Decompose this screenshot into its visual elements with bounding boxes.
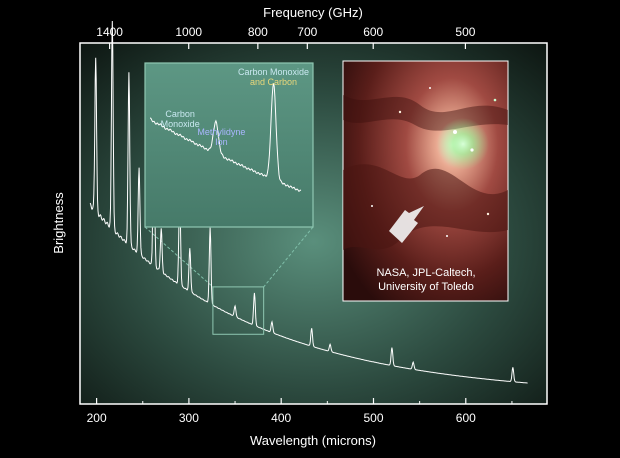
x2-tick-label: 600 xyxy=(363,25,383,39)
star xyxy=(453,130,457,134)
x2-axis-ticks: 1400 1000 800 700 600 500 xyxy=(96,25,476,49)
inset-annotation: Ion xyxy=(215,137,228,147)
x-tick-label: 300 xyxy=(179,411,199,425)
arrow-icon xyxy=(389,206,424,243)
star xyxy=(371,205,373,207)
star xyxy=(493,98,497,102)
zoom-connector-lines xyxy=(144,226,314,288)
inset-annotation: Methylidyne xyxy=(197,127,245,137)
x2-tick-label: 1000 xyxy=(175,25,202,39)
plot-frame xyxy=(79,42,548,405)
photo-credit: NASA, JPL-Caltech, University of Toledo xyxy=(346,266,506,294)
x2-tick-label: 700 xyxy=(297,25,317,39)
x-tick-label: 600 xyxy=(456,411,476,425)
zoom-line-left xyxy=(144,226,214,288)
x-tick-label: 500 xyxy=(363,411,383,425)
x2-axis-label: Frequency (GHz) xyxy=(263,5,363,20)
x-tick-label: 400 xyxy=(271,411,291,425)
star xyxy=(486,212,490,216)
zoom-line-right xyxy=(263,226,314,288)
x-axis-ticks: 200 300 400 500 600 xyxy=(87,398,513,425)
photo-credit-line: University of Toledo xyxy=(378,281,474,293)
star xyxy=(470,148,474,152)
x2-tick-label: 500 xyxy=(455,25,475,39)
photo-credit-line: NASA, JPL-Caltech, xyxy=(376,267,476,279)
inset-frame xyxy=(144,62,314,228)
spectrum-curve xyxy=(89,20,528,384)
nebula-photo xyxy=(342,60,509,302)
x2-tick-label: 800 xyxy=(248,25,268,39)
star xyxy=(429,87,431,89)
y-axis-label: Brightness xyxy=(51,192,66,254)
star xyxy=(446,235,448,237)
inset-annotation: and Carbon xyxy=(250,77,297,87)
inset-annotation: Carbon xyxy=(165,109,195,119)
x2-tick-label: 1400 xyxy=(96,25,123,39)
x-axis-label: Wavelength (microns) xyxy=(250,433,376,448)
inset-annotation: Monoxide xyxy=(161,119,200,129)
nebula-dust-lane xyxy=(343,164,508,250)
inset-annotation: Carbon Monoxide xyxy=(238,67,309,77)
star xyxy=(398,110,402,114)
x-tick-label: 200 xyxy=(87,411,107,425)
nebula-core-glow xyxy=(437,118,489,170)
zoom-region-box xyxy=(212,286,265,335)
inset-spectrum-curve xyxy=(150,83,302,192)
